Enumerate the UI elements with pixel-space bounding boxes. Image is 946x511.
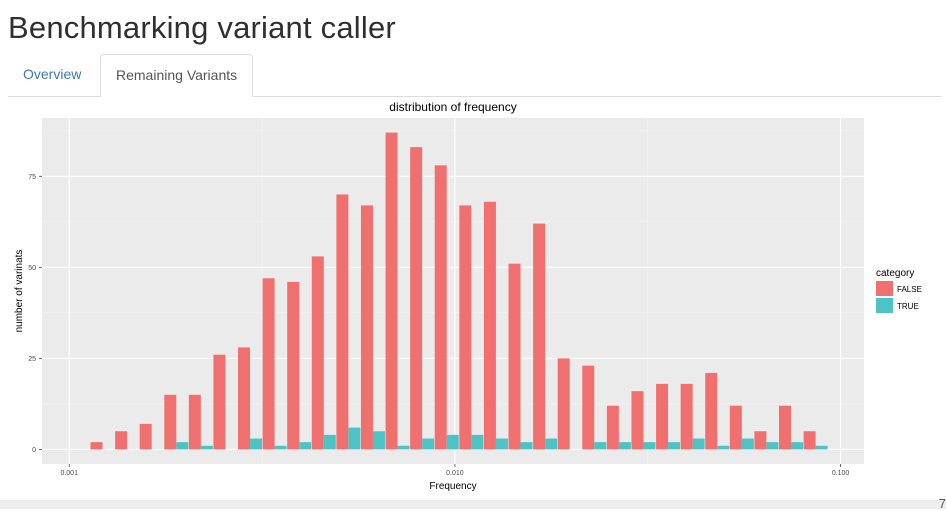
bar-true xyxy=(618,442,631,450)
bar-false xyxy=(705,372,718,450)
tab-remaining-variants[interactable]: Remaining Variants xyxy=(100,54,254,97)
bar-true xyxy=(250,438,263,450)
bar-false xyxy=(631,391,644,450)
bar-true xyxy=(692,438,705,450)
bar-true xyxy=(766,442,779,450)
bar-false xyxy=(410,147,423,450)
bar-true xyxy=(200,445,213,450)
bar-false xyxy=(213,354,226,450)
bar-true xyxy=(422,438,435,450)
bar-true xyxy=(717,445,730,450)
bar-true xyxy=(520,442,533,450)
bar-true xyxy=(372,431,385,450)
bar-false xyxy=(508,263,521,450)
bars xyxy=(90,132,828,450)
bar-false xyxy=(754,431,767,450)
bar-true xyxy=(323,434,336,450)
bar-false xyxy=(606,405,619,450)
legend-key-true xyxy=(876,298,893,313)
x-tick-label: 0.010 xyxy=(446,470,464,477)
bar-false xyxy=(360,205,373,450)
bar-false xyxy=(582,365,595,450)
bar-true xyxy=(176,442,189,450)
tab-bar: Overview Remaining Variants xyxy=(8,54,942,97)
bar-true xyxy=(274,445,287,450)
bar-false xyxy=(483,201,496,450)
legend-label-true: TRUE xyxy=(897,302,919,311)
bar-false xyxy=(164,394,177,450)
corner-text: 7 xyxy=(938,496,946,511)
bar-true xyxy=(495,438,508,450)
bar-true xyxy=(348,427,361,450)
axes: 0 25 50 75 0.001 0.010 0.100 xyxy=(28,174,849,477)
bar-true xyxy=(643,442,656,450)
bar-false xyxy=(434,165,447,450)
bar-true xyxy=(545,438,558,450)
footer-bar xyxy=(0,500,946,509)
bar-false xyxy=(311,256,324,450)
bar-false xyxy=(139,423,152,450)
chart-title: distribution of frequency xyxy=(389,100,516,114)
y-tick-label: 75 xyxy=(28,174,36,181)
bar-true xyxy=(446,434,459,450)
plot-panel xyxy=(42,118,864,464)
bar-false xyxy=(533,223,546,450)
bar-true xyxy=(471,434,484,450)
bar-true xyxy=(594,442,607,450)
bar-false xyxy=(803,431,816,450)
bar-false xyxy=(115,431,128,450)
legend-title: category xyxy=(876,268,914,279)
bar-false xyxy=(680,383,693,450)
bar-false xyxy=(729,405,742,450)
bar-true xyxy=(299,442,312,450)
bar-true xyxy=(397,445,410,450)
bar-false xyxy=(238,347,251,450)
bar-false xyxy=(385,132,398,450)
bar-false xyxy=(656,383,669,450)
x-tick-label: 0.100 xyxy=(832,470,850,477)
bar-false xyxy=(287,281,300,450)
y-tick-label: 25 xyxy=(28,356,36,363)
y-tick-label: 50 xyxy=(28,265,36,272)
legend: category FALSE TRUE xyxy=(876,268,922,313)
y-tick-label: 0 xyxy=(32,447,36,454)
legend-key-false xyxy=(876,281,893,296)
page-title: Benchmarking variant caller xyxy=(8,10,396,45)
bar-true xyxy=(791,442,804,450)
bar-true xyxy=(668,442,681,450)
bar-false xyxy=(262,278,275,450)
y-axis-title: number of varinats xyxy=(14,250,25,333)
bar-false xyxy=(188,394,201,450)
bar-false xyxy=(90,442,103,450)
bar-false xyxy=(557,358,570,450)
bar-true xyxy=(741,438,754,450)
legend-label-false: FALSE xyxy=(897,285,922,294)
bar-false xyxy=(336,194,349,450)
tab-overview[interactable]: Overview xyxy=(23,66,82,82)
bar-false xyxy=(459,205,472,450)
x-axis-title: Frequency xyxy=(429,481,476,492)
bar-false xyxy=(779,405,792,450)
x-tick-label: 0.001 xyxy=(60,470,78,477)
bar-true xyxy=(815,445,828,450)
frequency-histogram-chart: 0 25 50 75 0.001 0.010 0.100 distribution of f… xyxy=(14,100,922,492)
